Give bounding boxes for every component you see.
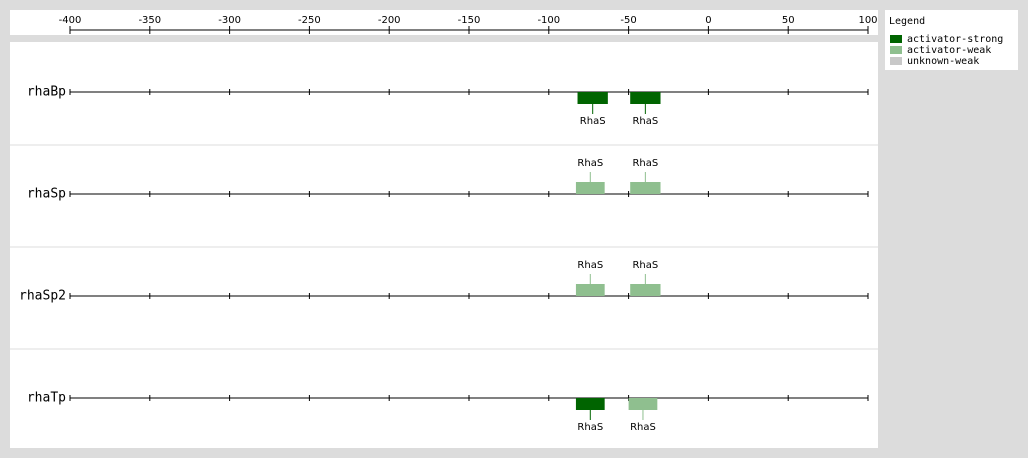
binding-site [575, 284, 605, 296]
binding-site [577, 92, 608, 104]
axis-tick-label: -150 [458, 15, 481, 26]
legend-swatch [890, 35, 902, 43]
site-label: RhaS [632, 116, 658, 127]
axis-panel [10, 10, 878, 35]
site-label: RhaS [632, 158, 658, 169]
tracks-panel [10, 42, 878, 448]
track-name: rhaSp [27, 187, 66, 202]
site-label: RhaS [577, 422, 603, 433]
axis-tick-label: -100 [537, 15, 560, 26]
axis-tick-label: -350 [138, 15, 161, 26]
axis-tick-label: 100 [858, 15, 877, 26]
binding-site [630, 92, 661, 104]
track-name: rhaBp [27, 85, 66, 100]
site-label: RhaS [577, 260, 603, 271]
track-name: rhaSp2 [19, 289, 66, 304]
legend-label: activator-weak [907, 45, 991, 56]
track-name: rhaTp [27, 391, 66, 406]
axis-tick-label: 0 [705, 15, 711, 26]
site-label: RhaS [577, 158, 603, 169]
binding-site [630, 182, 661, 194]
legend-panel [885, 10, 1018, 70]
legend-title: Legend [889, 16, 925, 27]
site-label: RhaS [630, 422, 656, 433]
axis-tick-label: 50 [782, 15, 795, 26]
binding-site [630, 284, 661, 296]
binding-site [575, 182, 605, 194]
legend-swatch [890, 46, 902, 54]
binding-site [575, 398, 605, 410]
binding-site [628, 398, 658, 410]
legend-swatch [890, 57, 902, 65]
axis-tick-label: -50 [620, 15, 636, 26]
site-label: RhaS [580, 116, 606, 127]
axis-tick-label: -300 [218, 15, 241, 26]
legend-label: unknown-weak [907, 56, 979, 67]
axis-tick-label: -400 [59, 15, 82, 26]
legend-label: activator-strong [907, 34, 1003, 45]
axis-tick-label: -200 [378, 15, 401, 26]
axis-tick-label: -250 [298, 15, 321, 26]
site-label: RhaS [632, 260, 658, 271]
